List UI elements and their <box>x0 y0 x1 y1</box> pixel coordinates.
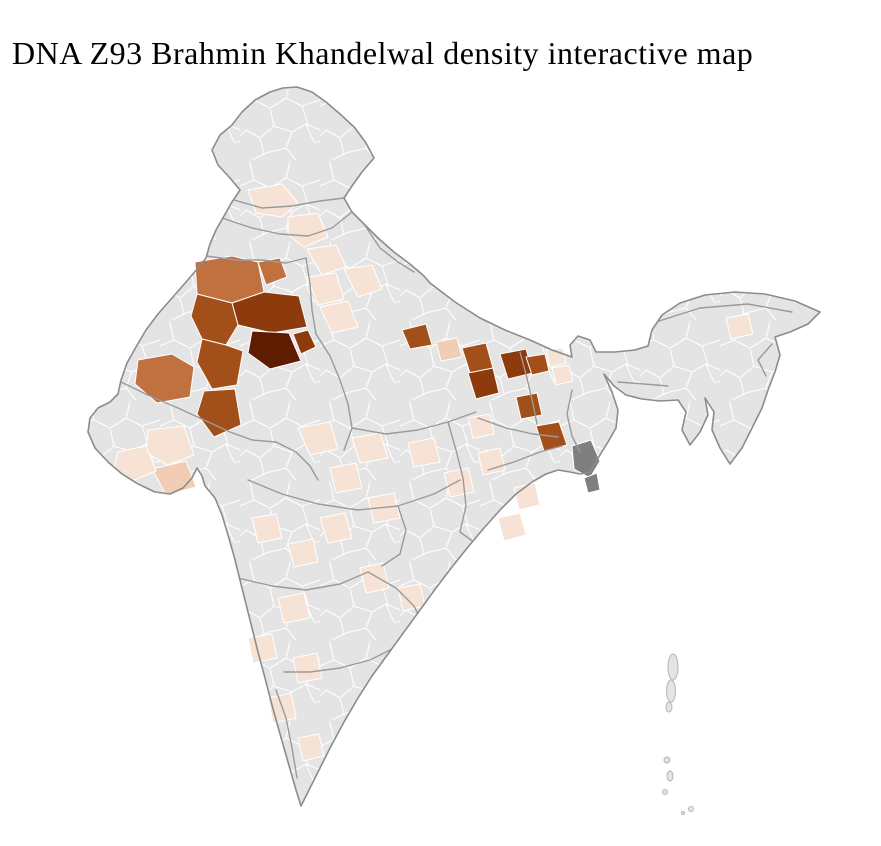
map-district[interactable] <box>397 583 426 612</box>
map-district[interactable] <box>401 323 433 350</box>
map-district[interactable] <box>287 538 319 568</box>
map-district[interactable] <box>247 183 299 218</box>
map-district[interactable] <box>196 338 244 390</box>
island <box>662 789 668 795</box>
map-district[interactable] <box>467 367 500 400</box>
map-district[interactable] <box>306 244 347 276</box>
map-district[interactable] <box>319 512 353 544</box>
map-district[interactable] <box>306 272 345 306</box>
map-district[interactable] <box>435 337 463 362</box>
map-district[interactable] <box>257 257 288 286</box>
map-district[interactable] <box>277 592 311 624</box>
state-borders <box>120 197 793 779</box>
map-district[interactable] <box>525 353 550 376</box>
map-district[interactable] <box>477 447 506 476</box>
map-district[interactable] <box>297 421 339 456</box>
map-district[interactable] <box>551 364 574 386</box>
island <box>667 653 679 681</box>
map-district[interactable] <box>134 353 195 404</box>
map-district[interactable] <box>351 432 389 464</box>
island <box>666 679 676 703</box>
map-district[interactable] <box>515 392 543 420</box>
map-district[interactable] <box>329 462 363 494</box>
island <box>666 770 674 782</box>
map-district[interactable] <box>292 329 317 355</box>
map-district[interactable] <box>287 212 329 248</box>
map-district[interactable] <box>497 512 527 542</box>
map-district[interactable] <box>251 513 283 544</box>
map-district[interactable] <box>725 313 754 340</box>
island <box>681 811 685 815</box>
page-title: DNA Z93 Brahmin Khandelwal density inter… <box>12 35 754 72</box>
island <box>665 701 673 713</box>
map-district[interactable] <box>113 445 157 482</box>
map-district[interactable] <box>359 562 390 594</box>
map-district[interactable] <box>297 733 325 762</box>
map-district[interactable] <box>467 413 495 439</box>
island <box>663 756 671 764</box>
district-mesh <box>88 87 820 806</box>
district-layer <box>113 183 754 762</box>
map-district[interactable] <box>443 467 475 498</box>
map-district[interactable] <box>247 330 302 370</box>
map-district[interactable] <box>513 482 541 511</box>
map-district[interactable] <box>292 652 323 684</box>
map-district[interactable] <box>319 300 359 334</box>
map-district[interactable] <box>583 472 601 494</box>
map-district[interactable] <box>247 633 278 664</box>
island <box>688 806 694 812</box>
map-district[interactable] <box>343 264 383 298</box>
map-district[interactable] <box>407 437 441 468</box>
andaman-nicobar-islands <box>662 653 694 815</box>
